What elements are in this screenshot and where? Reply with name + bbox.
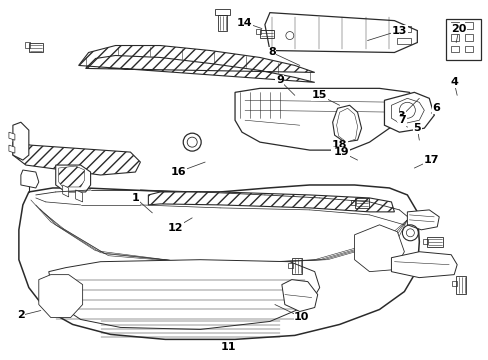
Polygon shape (235, 88, 416, 150)
Polygon shape (9, 145, 15, 153)
Bar (350, 200, 355, 205)
Polygon shape (76, 190, 82, 202)
Bar (464, 45, 472, 53)
Text: 11: 11 (220, 342, 235, 352)
Text: 20: 20 (450, 24, 466, 33)
Bar (450, 22, 458, 28)
Polygon shape (9, 132, 15, 140)
Polygon shape (264, 13, 416, 53)
Polygon shape (49, 260, 319, 329)
Text: 9: 9 (275, 75, 283, 85)
Polygon shape (79, 45, 314, 82)
Bar (218, 15, 226, 31)
Polygon shape (13, 142, 140, 175)
Polygon shape (407, 210, 438, 230)
Text: 3: 3 (397, 111, 405, 121)
Text: 7: 7 (398, 115, 406, 125)
Bar (255, 28, 261, 33)
Bar (451, 280, 456, 285)
Bar (423, 239, 427, 244)
Bar (354, 198, 368, 208)
Polygon shape (21, 170, 39, 188)
Polygon shape (62, 185, 68, 197)
Bar (397, 37, 410, 44)
Text: 16: 16 (170, 167, 186, 177)
Polygon shape (384, 92, 433, 132)
Polygon shape (39, 275, 82, 318)
Text: 8: 8 (267, 48, 275, 58)
Bar (455, 276, 465, 293)
Text: 15: 15 (311, 90, 327, 100)
Text: 18: 18 (331, 140, 346, 150)
Bar (464, 33, 472, 41)
Polygon shape (332, 105, 361, 142)
Text: 10: 10 (293, 312, 309, 323)
Bar (450, 33, 458, 41)
Polygon shape (336, 108, 357, 142)
Text: 19: 19 (333, 147, 349, 157)
Polygon shape (354, 225, 404, 272)
Polygon shape (281, 280, 317, 311)
Text: 2: 2 (17, 310, 25, 320)
Bar (260, 30, 273, 37)
Bar (215, 9, 229, 15)
Text: 14: 14 (237, 18, 252, 28)
Bar (29, 42, 42, 53)
Polygon shape (13, 122, 29, 160)
Bar (25, 41, 30, 48)
Polygon shape (390, 252, 456, 278)
Polygon shape (59, 166, 84, 187)
Text: 13: 13 (391, 26, 406, 36)
Bar (291, 258, 301, 274)
Bar (427, 237, 442, 247)
Polygon shape (56, 165, 90, 192)
Text: 1: 1 (131, 193, 139, 203)
Polygon shape (390, 98, 424, 124)
Text: 5: 5 (413, 123, 420, 133)
Text: 6: 6 (431, 103, 439, 113)
Bar (464, 22, 472, 28)
Text: 12: 12 (167, 223, 183, 233)
Polygon shape (148, 192, 394, 212)
Bar (446, 19, 480, 60)
Bar (450, 45, 458, 53)
Bar (397, 26, 410, 32)
Text: 17: 17 (423, 155, 438, 165)
Text: 4: 4 (449, 77, 457, 87)
Bar (287, 263, 292, 268)
Polygon shape (19, 185, 419, 339)
